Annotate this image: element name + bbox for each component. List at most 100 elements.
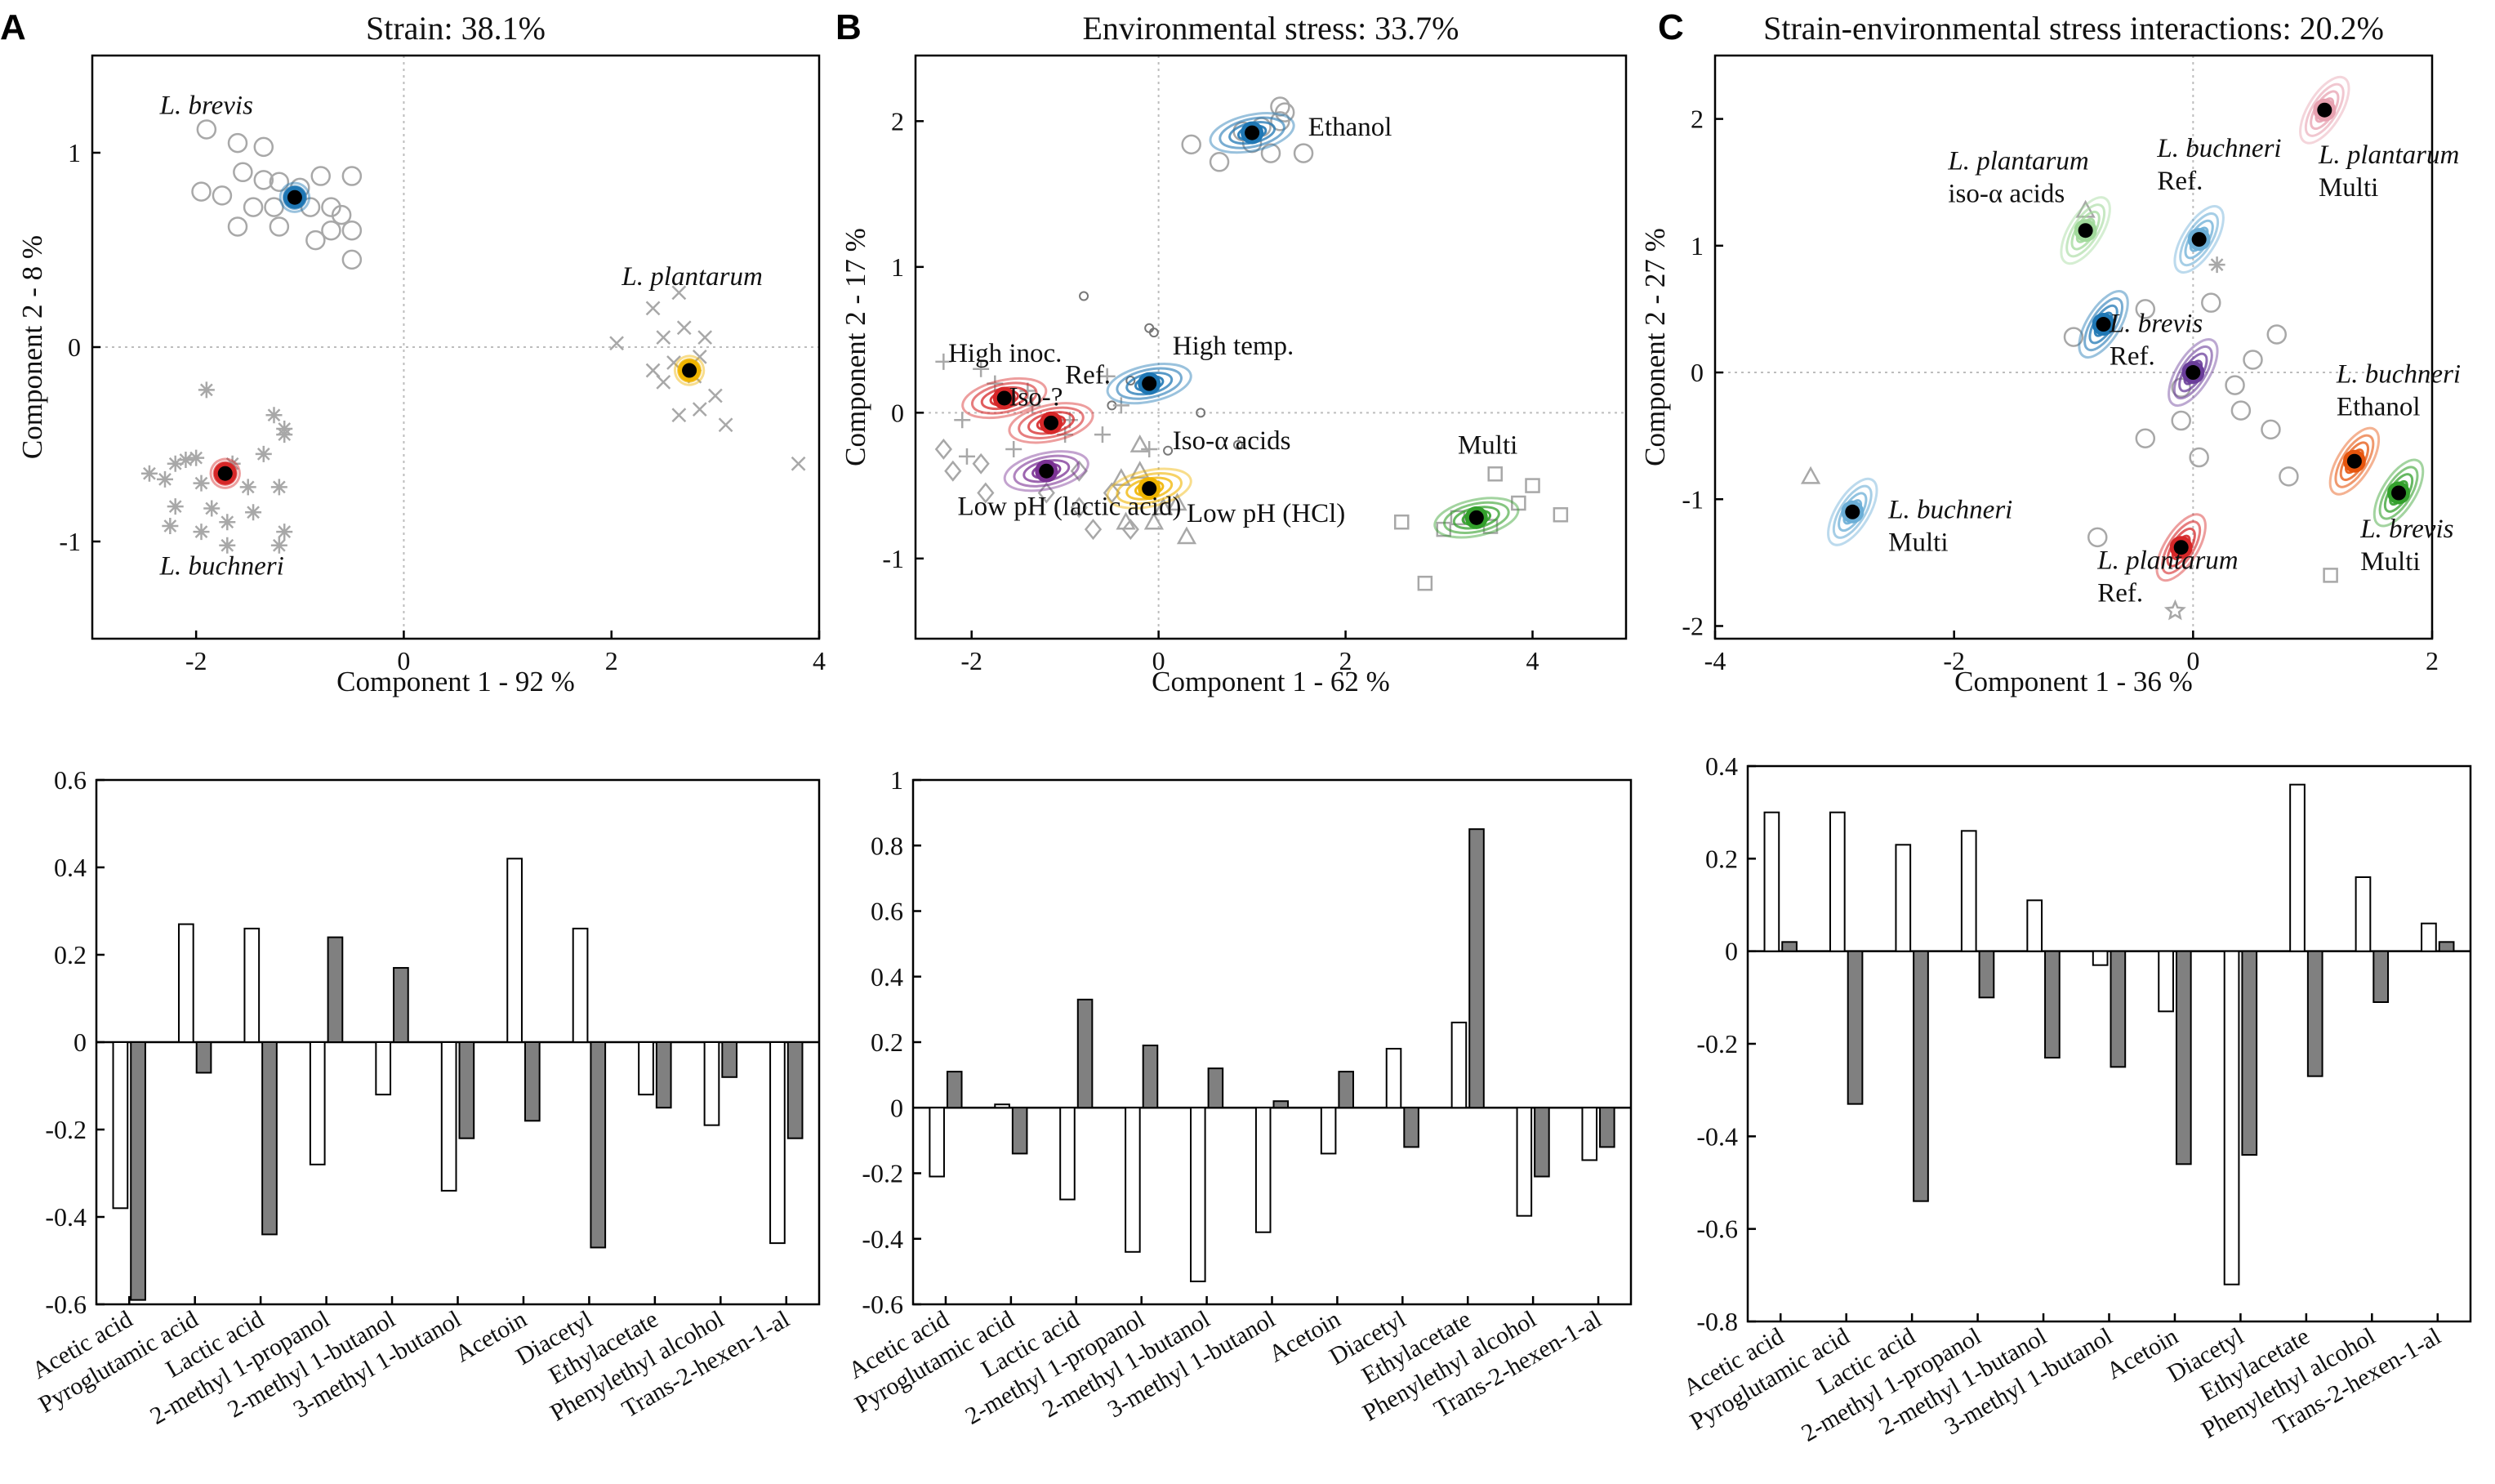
data-point <box>2087 527 2108 548</box>
data-point <box>2323 568 2338 583</box>
bar-component-2 <box>721 1041 738 1078</box>
centroid-point <box>2078 223 2093 238</box>
centroid-point <box>1142 481 1157 497</box>
y-tick-label: -1 <box>882 544 904 573</box>
data-point <box>1153 497 1174 515</box>
data-point <box>269 216 290 237</box>
data-point <box>1094 426 1111 443</box>
bar-component-2 <box>1913 950 1929 1202</box>
centroid-point <box>1039 463 1054 479</box>
bar-component-2 <box>2110 950 2127 1068</box>
y-tick-label: -1 <box>59 527 81 556</box>
annotation: Ref. <box>1065 361 1111 390</box>
confidence-ellipse <box>2172 345 2213 400</box>
bar-component-1 <box>572 927 589 1044</box>
bar-component-1 <box>1895 844 1912 952</box>
centroid-point <box>287 189 302 205</box>
annotation-line2: Ref. <box>2097 579 2143 608</box>
centroid-point <box>1468 510 1484 525</box>
bar-component-2 <box>786 1041 804 1139</box>
data-point <box>1070 497 1088 519</box>
bar-component-1 <box>2026 899 2043 952</box>
data-point <box>212 185 233 206</box>
data-point <box>269 172 290 192</box>
data-point <box>1209 152 1230 172</box>
data-point <box>264 197 284 217</box>
y-tick-label: -2 <box>1682 611 1704 640</box>
y-axis-label: Component 2 - 8 % <box>16 235 48 459</box>
x-tick-label: 0 <box>2186 646 2199 675</box>
data-point <box>1121 519 1139 541</box>
y-tick-label: 2 <box>891 106 904 136</box>
bar-component-2 <box>1403 1107 1419 1148</box>
data-point <box>1005 440 1023 457</box>
bar-component-1 <box>2092 950 2109 966</box>
y-tick-label: 2 <box>1691 105 1704 134</box>
x-tick-label: -2 <box>1943 646 1965 675</box>
bar-component-1 <box>994 1103 1010 1109</box>
annotation: Multi <box>1458 430 1517 460</box>
data-point <box>656 330 671 345</box>
data-point <box>140 465 158 482</box>
data-point <box>203 500 221 517</box>
x-tick-label: 2 <box>1339 646 1352 675</box>
data-point <box>1196 408 1206 418</box>
annotation: Iso-α acids <box>1173 426 1291 456</box>
data-point <box>1260 143 1281 163</box>
y-tick-label: -0.2 <box>45 1115 87 1144</box>
bar-component-1 <box>375 1041 392 1096</box>
data-point <box>2189 447 2209 468</box>
bar-component-2 <box>393 967 409 1044</box>
data-point <box>341 220 363 241</box>
y-tick-label: 1 <box>891 252 904 282</box>
data-point <box>270 479 287 496</box>
bar-component-1 <box>1385 1048 1402 1109</box>
data-point <box>2208 256 2225 274</box>
x-tick-label: 4 <box>813 646 826 675</box>
confidence-ellipse <box>1106 467 1192 510</box>
data-point <box>645 301 661 316</box>
y-tick-label: 0.2 <box>1705 844 1738 873</box>
bar-component-2 <box>1534 1107 1550 1178</box>
data-point <box>718 417 733 433</box>
annotation: L. plantarum <box>2318 140 2459 170</box>
chart-title: Environmental stress: 33.7% <box>1082 10 1459 47</box>
data-point <box>707 388 723 403</box>
data-point <box>1079 291 1089 301</box>
annotation: L. buchneri <box>2156 134 2281 163</box>
data-point <box>227 132 248 154</box>
bar-component-2 <box>2438 941 2455 952</box>
data-point <box>1293 143 1314 163</box>
x-tick-label: 0 <box>1152 646 1165 675</box>
annotation: L. plantarum <box>1947 147 2088 176</box>
annotation-line2: Multi <box>2360 547 2420 577</box>
data-point <box>321 197 341 217</box>
annotation: L. plantarum <box>2096 546 2238 576</box>
annotation: Low pH (lactic acid) <box>958 492 1182 521</box>
confidence-ellipse <box>209 457 241 489</box>
data-point <box>276 524 293 541</box>
annotation: L. brevis <box>2359 515 2453 544</box>
confidence-ellipse <box>1116 367 1183 400</box>
data-point <box>341 166 363 186</box>
data-point <box>219 537 236 554</box>
data-point <box>191 181 212 202</box>
data-point <box>305 230 326 251</box>
data-point <box>243 197 264 217</box>
confidence-ellipse <box>278 181 311 213</box>
y-tick-label: -0.4 <box>1696 1121 1738 1151</box>
centroid-point <box>1245 125 1260 140</box>
data-point <box>2201 292 2221 313</box>
data-point <box>239 479 256 496</box>
x-tick-label: -2 <box>185 646 207 675</box>
annotation: L. buchneri <box>159 551 284 581</box>
data-point <box>227 216 248 237</box>
data-point <box>1553 507 1569 523</box>
y-tick-label: -0.4 <box>862 1224 903 1254</box>
y-tick-label: 0.8 <box>871 831 903 860</box>
bar-component-1 <box>1254 1107 1272 1233</box>
confidence-ellipse <box>1832 484 1873 539</box>
bar-component-1 <box>929 1107 945 1178</box>
data-point <box>1103 482 1121 504</box>
